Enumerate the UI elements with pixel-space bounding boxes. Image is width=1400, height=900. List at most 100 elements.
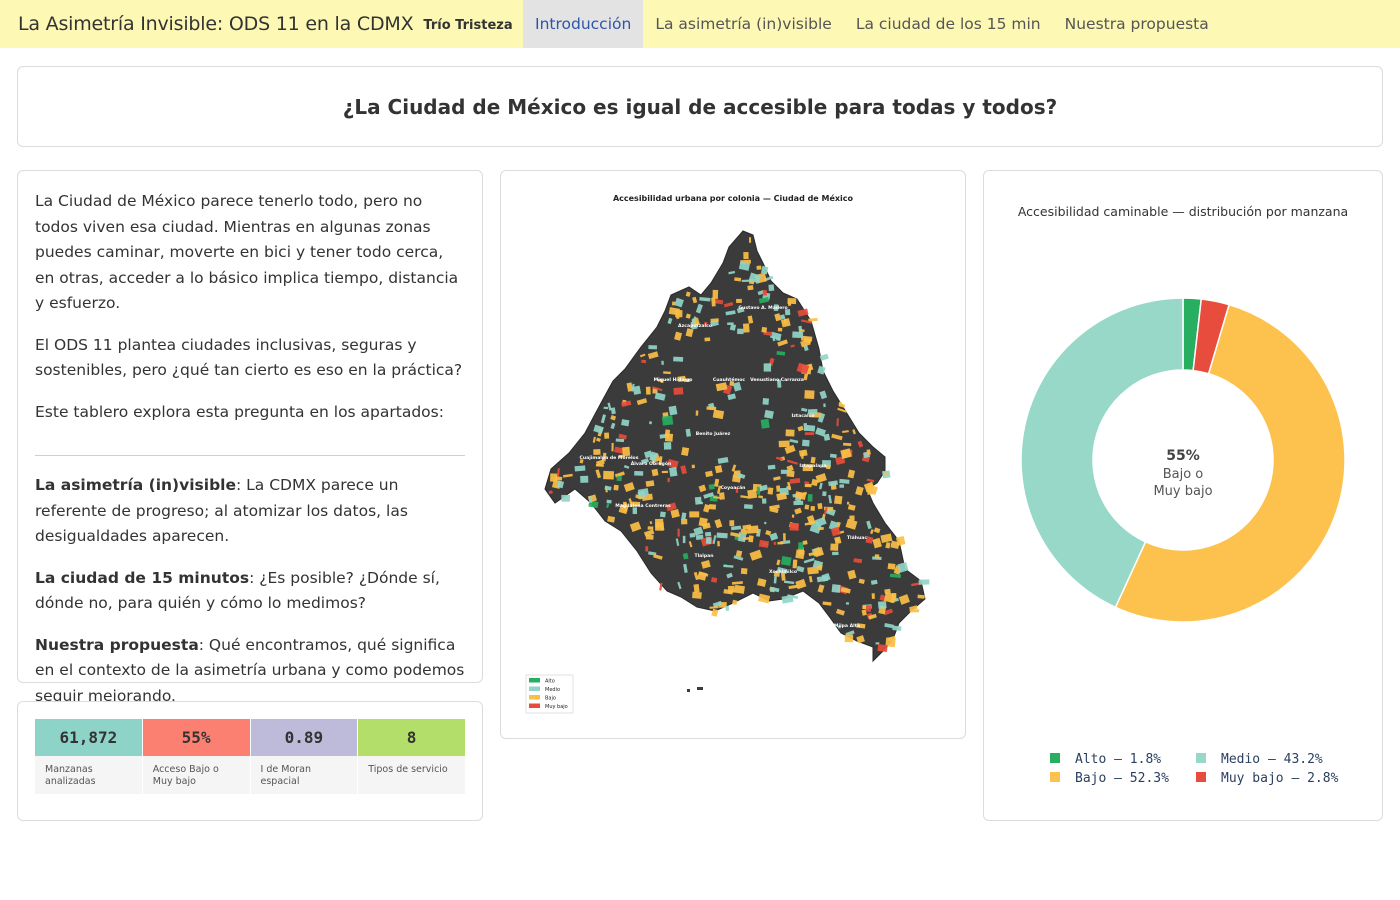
colonia-patch <box>622 446 631 457</box>
place-label: Miguel Hidalgo <box>654 377 693 383</box>
colonia-patch <box>747 315 754 324</box>
accessibility-map[interactable]: Accesibilidad urbana por colonia — Ciuda… <box>501 171 965 738</box>
donut-center-value: 55% <box>1166 448 1200 464</box>
colonia-patch <box>661 470 668 474</box>
pie-card: Accesibilidad caminable — distribución p… <box>983 170 1383 821</box>
colonia-patch <box>765 529 772 536</box>
colonia-patch <box>760 265 769 275</box>
colonia-patch <box>736 306 745 314</box>
colonia-patch <box>856 623 866 629</box>
colonia-patch <box>804 483 812 488</box>
colonia-patch <box>677 375 686 383</box>
colonia-patch <box>604 432 610 439</box>
colonia-patch <box>817 412 826 423</box>
colonia-patch <box>723 588 734 595</box>
colonia-patch <box>756 265 762 270</box>
tab-asimetria[interactable]: La asimetría (in)visible <box>655 15 832 33</box>
colonia-patch <box>668 405 678 416</box>
colonia-patch <box>689 532 696 538</box>
colonia-patch <box>749 549 763 561</box>
question-card: ¿La Ciudad de México es igual de accesib… <box>17 66 1383 147</box>
colonia-patch <box>693 583 700 593</box>
colonia-patch <box>670 509 680 519</box>
colonia-patch <box>870 579 878 585</box>
colonia-patch <box>621 419 630 427</box>
colonia-patch <box>731 464 737 472</box>
colonia-patch <box>708 504 717 510</box>
colonia-patch <box>709 605 719 609</box>
colonia-patch <box>644 450 653 459</box>
colonia-patch <box>677 581 682 590</box>
colonia-patch <box>730 525 742 531</box>
colonia-patch <box>789 522 799 531</box>
colonia-patch <box>776 492 787 501</box>
tab-introduccion[interactable]: Introducción <box>523 0 644 48</box>
colonia-patch <box>819 390 828 400</box>
colonia-patch <box>733 555 744 561</box>
colonia-patch <box>641 359 647 364</box>
colonia-patch <box>714 518 723 529</box>
colonia-patch <box>786 470 795 478</box>
place-label: Cuauhtémoc <box>713 376 746 383</box>
chart-legend: Alto — 1.8% Medio — 43.2% Bajo — 52.3% Muy … <box>1050 752 1339 786</box>
colonia-patch <box>891 592 897 601</box>
colonia-patch <box>801 407 808 412</box>
colonia-patch <box>875 642 880 645</box>
colonia-patch <box>792 331 804 339</box>
colonia-patch <box>713 495 720 499</box>
accessibility-donut-chart[interactable]: Accesibilidad caminable — distribución p… <box>984 171 1382 820</box>
colonia-patch <box>637 496 645 499</box>
colonia-patch <box>675 538 680 546</box>
donut-slice-medio[interactable] <box>1020 297 1184 609</box>
colonia-patch <box>892 625 902 632</box>
colonia-patch <box>767 464 776 470</box>
kpi-label: Manzanas analizadas <box>35 756 142 794</box>
legend-item[interactable]: Muy bajo — 2.8% <box>1221 771 1339 786</box>
colonia-patch <box>844 634 854 643</box>
tab-propuesta[interactable]: Nuestra propuesta <box>1064 15 1209 33</box>
colonia-patch <box>761 326 768 333</box>
colonia-patch <box>712 535 717 545</box>
colonia-patch <box>866 449 871 455</box>
chart-title: Accesibilidad caminable — distribución p… <box>1018 204 1348 219</box>
tab-ciudad-15-min[interactable]: La ciudad de los 15 min <box>855 15 1041 33</box>
colonia-patch <box>794 491 807 501</box>
colonia-patch <box>714 465 723 474</box>
colonia-patch <box>887 563 896 570</box>
colonia-patch <box>787 459 798 465</box>
legend-item[interactable]: Alto — 1.8% <box>1075 752 1161 767</box>
colonia-patch <box>735 550 743 558</box>
place-label: Álvaro Obregón <box>631 460 672 467</box>
colonia-patch <box>704 321 708 326</box>
colonia-patch <box>845 602 850 605</box>
colonia-patch <box>776 350 786 356</box>
colonia-patch <box>685 313 691 319</box>
colonia-patch <box>726 572 733 579</box>
colonia-patch <box>621 400 632 407</box>
kpi-value: 8 <box>358 719 465 756</box>
legend-item[interactable]: Medio — 43.2% <box>1221 752 1323 767</box>
colonia-patch <box>822 491 827 497</box>
colonia-patch <box>836 418 839 427</box>
colonia-patch <box>665 502 677 512</box>
colonia-patch <box>685 328 694 338</box>
place-label: Cuajimalpa de Morelos <box>580 455 639 461</box>
colonia-patch <box>772 335 776 342</box>
colonia-patch <box>791 514 795 518</box>
donut-slice-bajo[interactable] <box>1114 303 1346 623</box>
colonia-patch <box>712 289 719 299</box>
app-title[interactable]: La Asimetría Invisible: ODS 11 en la CDM… <box>18 13 414 35</box>
colonia-patch <box>828 494 832 504</box>
colonia-patch <box>717 540 720 547</box>
colonia-patch <box>785 429 795 437</box>
colonia-patch <box>664 429 671 438</box>
colonia-patch <box>868 613 877 620</box>
colonia-patch <box>787 481 792 491</box>
legend-item[interactable]: Bajo — 52.3% <box>1075 771 1169 786</box>
colonia-patch <box>835 608 845 616</box>
colonia-patch <box>784 309 791 316</box>
colonia-patch <box>832 551 839 556</box>
colonia-patch <box>732 381 742 392</box>
colonia-patch <box>723 301 734 308</box>
colonia-patch <box>592 436 596 443</box>
